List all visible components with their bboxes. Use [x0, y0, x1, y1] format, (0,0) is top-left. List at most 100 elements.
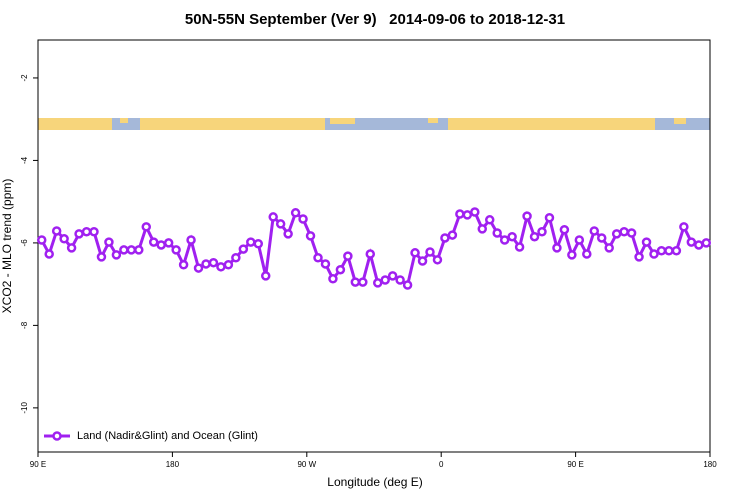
data-point — [649, 249, 659, 259]
data-point — [44, 249, 54, 259]
x-tick-label: 180 — [703, 460, 717, 469]
data-point — [216, 262, 226, 272]
y-tick-label: -4 — [20, 156, 29, 164]
data-point — [499, 235, 510, 245]
data-point — [246, 237, 256, 247]
legend-item: Land (Nadir&Glint) and Ocean (Glint) — [44, 430, 258, 442]
data-point — [223, 260, 234, 270]
data-point — [462, 210, 473, 220]
data-point — [537, 227, 547, 237]
data-point — [596, 233, 607, 243]
data-point — [395, 275, 405, 285]
y-tick-label: -8 — [20, 321, 29, 329]
data-point — [589, 226, 600, 236]
data-point — [656, 245, 667, 256]
data-point — [119, 245, 129, 255]
data-point — [387, 271, 398, 281]
data-point — [619, 227, 629, 237]
data-point — [260, 271, 271, 281]
chart-title: 50N-55N September (Ver 9) 2014-09-06 to … — [185, 11, 565, 28]
data-point — [350, 277, 361, 287]
data-point — [134, 245, 144, 255]
data-point — [66, 243, 77, 253]
land — [428, 118, 438, 123]
data-point — [455, 209, 465, 219]
data-point — [59, 234, 69, 244]
y-tick-label: -2 — [20, 74, 29, 82]
data-point — [89, 227, 99, 237]
data-point — [552, 243, 562, 253]
data-point — [417, 256, 428, 266]
x-axis-label: Longitude (deg E) — [327, 475, 422, 489]
data-point — [671, 245, 682, 256]
data-point — [104, 237, 114, 247]
data-point — [253, 238, 264, 249]
data-point — [328, 274, 338, 284]
legend-label: Land (Nadir&Glint) and Ocean (Glint) — [77, 430, 258, 442]
data-point — [611, 229, 622, 239]
data-point — [447, 230, 458, 240]
land — [140, 118, 325, 130]
data-point — [283, 229, 293, 239]
y-tick-label: -10 — [20, 402, 29, 414]
data-point — [425, 247, 435, 257]
data-point — [514, 242, 525, 252]
data-point — [268, 212, 278, 222]
data-point — [365, 249, 376, 259]
x-tick-label: 90 E — [30, 460, 46, 469]
data-point — [36, 235, 47, 245]
land — [674, 118, 686, 124]
data-point — [320, 259, 331, 269]
x-tick-label: 0 — [439, 460, 444, 469]
data-point — [298, 214, 308, 224]
data-point — [507, 231, 517, 242]
land — [38, 118, 112, 130]
data-point — [141, 222, 152, 232]
data-point — [186, 235, 196, 245]
data-point — [178, 260, 189, 270]
data-point — [313, 253, 323, 263]
data-point — [641, 237, 652, 247]
data-point — [372, 278, 383, 288]
data-point — [701, 238, 712, 248]
data-point — [193, 263, 204, 273]
data-point — [574, 235, 585, 245]
data-point — [201, 259, 211, 269]
data-point — [559, 224, 570, 235]
data-point — [626, 228, 637, 238]
data-point — [305, 231, 316, 241]
land — [448, 118, 655, 130]
data-point — [686, 237, 697, 247]
legend-marker — [52, 431, 62, 441]
data-point — [111, 250, 122, 260]
data-point — [694, 240, 704, 250]
data-point — [492, 228, 502, 238]
data-point — [664, 245, 674, 256]
data-point — [343, 251, 353, 261]
data-point — [432, 255, 443, 265]
x-tick-label: 180 — [166, 460, 180, 469]
data-point — [679, 222, 689, 232]
data-point — [171, 245, 181, 255]
data-point — [470, 207, 480, 217]
data-point — [440, 233, 450, 243]
data-point — [484, 215, 495, 225]
plot-frame — [37, 39, 711, 453]
data-point — [380, 275, 390, 285]
data-point — [402, 280, 413, 290]
data-point — [529, 231, 540, 242]
data-point — [290, 208, 301, 218]
data-point — [156, 240, 166, 250]
data-point — [96, 252, 107, 262]
x-tick-label: 90 W — [297, 460, 316, 469]
land — [120, 118, 128, 123]
data-point — [544, 212, 555, 223]
data-point — [522, 211, 532, 221]
y-axis-label: XCO2 - MLO trend (ppm) — [0, 179, 14, 314]
data-point — [126, 245, 137, 255]
x-tick-label: 90 E — [567, 460, 583, 469]
data-point — [582, 249, 592, 259]
data-point — [358, 277, 368, 287]
y-tick-label: -6 — [20, 239, 29, 247]
